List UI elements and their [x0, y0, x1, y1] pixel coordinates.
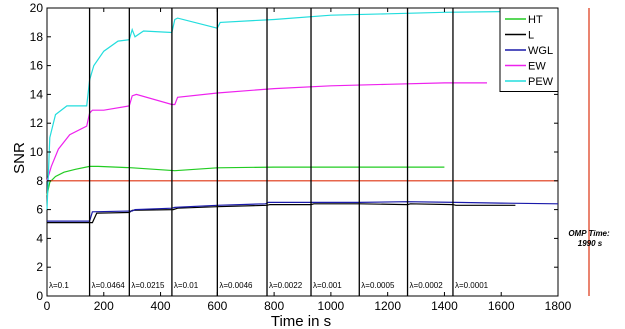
- x-tick-label: 200: [94, 299, 114, 313]
- lambda-label: λ=0.0022: [269, 281, 303, 290]
- x-tick-label: 1600: [488, 299, 515, 313]
- y-tick-label: 8: [36, 174, 43, 188]
- plot-frame: [46, 7, 559, 297]
- y-tick-label: 16: [30, 59, 44, 73]
- lambda-label: λ=0.01: [174, 281, 199, 290]
- y-tick-label: 10: [30, 145, 44, 159]
- lambda-label: λ=0.0215: [131, 281, 165, 290]
- series-line-ew: [46, 82, 487, 181]
- x-tick-label: 400: [151, 299, 171, 313]
- series-line-l: [47, 203, 516, 224]
- x-tick-label: 1200: [374, 299, 401, 313]
- y-tick-label: 18: [30, 30, 44, 44]
- lambda-label: λ=0.0005: [361, 281, 395, 290]
- x-tick-label: 1800: [545, 299, 572, 313]
- x-tick-label: 600: [207, 299, 227, 313]
- lambda-label: λ=0.001: [313, 281, 342, 290]
- y-tick-label: 0: [36, 289, 43, 303]
- lambda-label: λ=0.1: [49, 281, 69, 290]
- y-tick-label: 20: [30, 1, 44, 15]
- y-axis-label: SNR: [11, 142, 28, 174]
- x-tick-label: 800: [264, 299, 284, 313]
- y-tick-label: 12: [30, 116, 44, 130]
- y-tick-label: 6: [36, 203, 43, 217]
- legend-entry: EW: [528, 61, 546, 73]
- legend-entry: WGL: [528, 45, 553, 57]
- series-line-pew: [46, 11, 558, 210]
- y-tick-label: 2: [36, 260, 43, 274]
- series-layer: [46, 11, 559, 224]
- lambda-label: λ=0.0001: [455, 281, 489, 290]
- series-line-wgl: [47, 201, 559, 222]
- plot-area: [46, 7, 559, 297]
- y-tick-label: 4: [36, 231, 43, 245]
- legend: HT L WGL EW PEW: [499, 7, 559, 92]
- lambda-label: λ=0.0464: [92, 281, 126, 290]
- x-tick-label: 1000: [318, 299, 345, 313]
- ticks-layer: 0 200 400 600 800 1000 1200 1400 1600 1800 0 2 4 6 8 10…: [30, 1, 572, 313]
- legend-entry: HT: [528, 14, 543, 26]
- lambda-label: λ=0.0046: [219, 281, 253, 290]
- legend-entry: PEW: [528, 76, 554, 88]
- x-axis-label: Time in s: [271, 313, 331, 329]
- markers-layer: λ=0.1 λ=0.0464 λ=0.0215 λ=0.01 λ=0.0046 λ=0.0…: [47, 8, 590, 296]
- y-tick-label: 14: [30, 87, 44, 101]
- x-tick-label: 1400: [431, 299, 458, 313]
- omp-time-value: 1990 s: [578, 239, 603, 248]
- omp-time-label: OMP Time:: [568, 229, 610, 238]
- legend-entry: L: [528, 30, 534, 42]
- lambda-label: λ=0.0002: [410, 281, 444, 290]
- series-line-ht: [46, 165, 445, 196]
- x-tick-label: 0: [44, 299, 51, 313]
